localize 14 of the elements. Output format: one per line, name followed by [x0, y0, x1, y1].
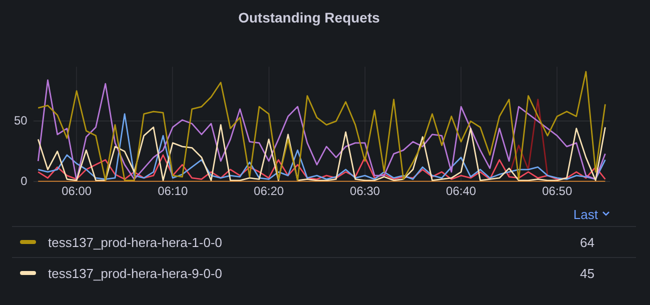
x-tick-label: 06:50	[542, 184, 572, 198]
legend-title: Last	[573, 206, 598, 222]
text: 45	[580, 266, 596, 280]
y-tick-label: 50	[14, 113, 28, 128]
x-tick-label: 06:00	[62, 184, 92, 198]
chart-title: Outstanding Requets	[238, 9, 380, 26]
legend-label: tess137_prod-hera-hera-1-0-0	[48, 234, 224, 250]
x-tick-label: 06:20	[254, 184, 284, 198]
text: 64	[580, 234, 596, 250]
x-tick-label: 06:40	[446, 184, 476, 198]
y-tick-label: 0	[20, 174, 28, 188]
x-tick-label: 06:10	[158, 184, 188, 198]
x-tick-label: 06:30	[350, 184, 380, 198]
legend-label: tess137_prod-hera-hera-9-0-0	[48, 266, 224, 280]
